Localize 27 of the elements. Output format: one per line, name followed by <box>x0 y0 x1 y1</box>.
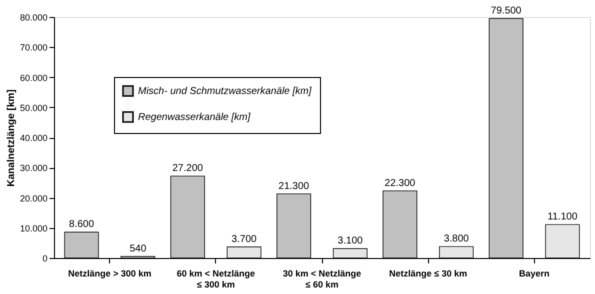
data-label: 3.100 <box>338 236 364 247</box>
y-tick-label: 40.000 <box>20 133 48 143</box>
data-label: 27.200 <box>172 163 204 174</box>
data-label: 3.700 <box>232 234 257 245</box>
data-label: 540 <box>130 243 147 254</box>
data-label: 11.100 <box>548 212 578 223</box>
x-tick-label: Netzlänge > 300 km <box>68 268 152 278</box>
y-tick-label: 0 <box>42 254 48 264</box>
y-tick-label: 10.000 <box>20 223 48 234</box>
y-axis-title: Kanalnetzlänge [km] <box>6 89 17 187</box>
x-tick-label: 60 km < Netzlänge ≤ 300 km <box>176 268 256 290</box>
data-label: 8.600 <box>69 219 94 230</box>
y-tick-label: 70.000 <box>20 42 48 53</box>
y-tick-label: 50.000 <box>20 102 48 113</box>
y-tick-label: 80.000 <box>20 12 48 22</box>
y-tick-label: 30.000 <box>20 163 48 174</box>
y-tick-label: 20.000 <box>20 193 48 204</box>
data-label: 3.800 <box>444 234 470 245</box>
data-label: 22.300 <box>384 178 416 189</box>
y-tick-label: 60.000 <box>20 72 48 83</box>
legend-label: Regenwasserkanäle [km] <box>138 112 250 123</box>
data-label: 21.300 <box>278 180 310 192</box>
data-label: 79.500 <box>490 6 522 17</box>
x-tick-label: Bayern <box>519 268 550 278</box>
x-tick-label: Netzlänge ≤ 30 km <box>389 268 468 278</box>
legend-label: Misch- und Schmutzwasserkanäle [km] <box>138 86 312 97</box>
x-tick-label: 30 km < Netzlänge ≤ 60 km <box>282 268 362 290</box>
